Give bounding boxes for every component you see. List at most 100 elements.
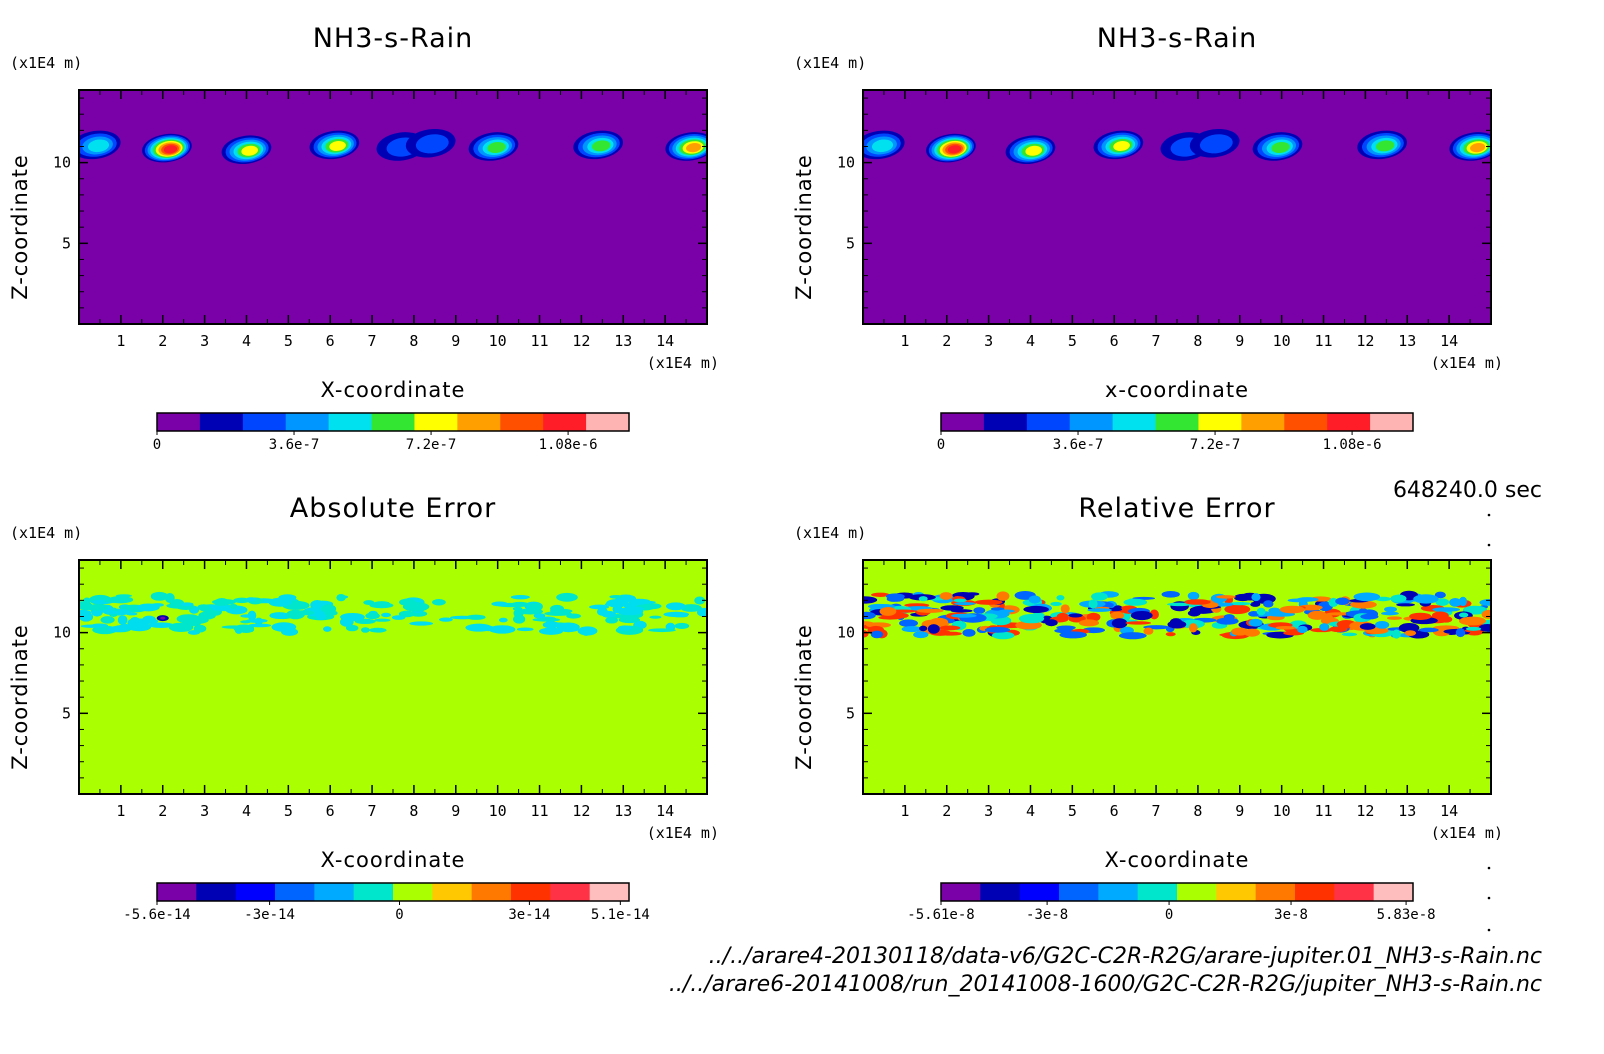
contour-level	[329, 140, 346, 151]
error-blob	[402, 602, 430, 612]
error-blob	[1216, 617, 1239, 625]
contour-level	[871, 139, 894, 153]
error-blob	[245, 618, 268, 623]
x-tick-label: 10	[1273, 332, 1291, 350]
error-blob	[1384, 606, 1397, 613]
x-tick-label: 1	[116, 802, 125, 820]
contour-level	[591, 140, 611, 152]
error-blob	[1404, 630, 1417, 637]
data-field	[863, 128, 1491, 165]
rain-cell	[573, 130, 623, 160]
colorbar-swatch	[1059, 883, 1099, 901]
x-tick-label: 4	[242, 332, 251, 350]
x-tick-label: 13	[1398, 802, 1416, 820]
colorbar-swatch	[1295, 883, 1335, 901]
x-tick-label: 7	[1152, 802, 1161, 820]
y-tick-label: 10	[837, 154, 855, 172]
error-blob	[193, 624, 207, 633]
error-blob	[245, 597, 257, 602]
error-blob	[107, 596, 134, 604]
colorbar-label: 0	[937, 437, 945, 453]
rain-cell	[1252, 132, 1303, 161]
colorbar: 0 3.6e-7 7.2e-7 1.08e-6	[153, 412, 630, 453]
x-tick-label: 6	[1110, 802, 1119, 820]
error-blob	[127, 622, 152, 632]
error-blob	[1188, 623, 1198, 633]
x-axis: 1 2 3 4 5 6 7 8 9 10 11 12 13 14(x1E4 m)X-coordinate	[883, 560, 1503, 872]
x-axis-label: X-coordinate	[321, 848, 466, 872]
contour-level	[947, 145, 962, 154]
error-blob	[1050, 601, 1062, 606]
error-blob	[1023, 605, 1049, 613]
colorbar-swatch	[1069, 413, 1114, 431]
error-blob	[184, 616, 209, 625]
rain-cell	[142, 133, 192, 163]
error-blob	[566, 613, 581, 619]
plot-area	[79, 90, 707, 324]
x-tick-label: 12	[572, 802, 590, 820]
margin-dot	[1487, 896, 1491, 900]
error-blob	[1088, 599, 1098, 609]
error-blob	[491, 601, 509, 607]
error-blob	[1374, 620, 1390, 629]
x-tick-label: 11	[1315, 802, 1333, 820]
error-blob	[1413, 594, 1439, 604]
error-blob	[680, 604, 702, 612]
error-blob	[1386, 616, 1403, 620]
error-blob	[281, 628, 299, 636]
error-blob	[324, 610, 338, 616]
colorbar-frame	[156, 412, 630, 432]
error-blob	[610, 601, 628, 607]
x-tick-label: 14	[656, 802, 674, 820]
error-blob	[953, 598, 967, 603]
error-blob	[642, 603, 662, 610]
x-tick-label: 3	[200, 332, 209, 350]
error-blob	[939, 592, 953, 600]
simulation-time: 648240.0 sec	[1392, 478, 1542, 503]
colorbar-swatch	[328, 413, 373, 431]
x-unit-label: (x1E4 m)	[1431, 354, 1503, 372]
error-blob	[100, 616, 115, 624]
error-blob	[510, 595, 530, 600]
error-blob	[998, 609, 1015, 613]
error-blob	[984, 626, 1011, 633]
file-path-1: ../../arare4-20130118/data-v6/G2C-C2R-R2…	[708, 944, 1542, 969]
x-tick-label: 14	[1440, 802, 1458, 820]
contour-level	[1375, 140, 1395, 152]
x-unit-label: (x1E4 m)	[647, 824, 719, 842]
error-blob	[580, 627, 592, 636]
error-blob	[466, 614, 486, 620]
x-tick-label: 3	[984, 802, 993, 820]
y-tick-label: 5	[62, 704, 71, 722]
error-blob	[432, 599, 446, 606]
x-tick-label: 8	[1193, 332, 1202, 350]
colorbar-swatch	[1198, 413, 1242, 431]
error-blob	[1275, 625, 1296, 630]
chart-panel-1: NH3-s-Rain(x1E4 m)1 2 3 4 5 6 7 8 9 10 11 12 13 14(x1…	[8, 23, 719, 453]
colorbar-label: 5.83e-8	[1377, 907, 1436, 923]
chart-panel-4: Relative Error(x1E4 m)1 2 3 4 5 6 7 8 9 10 11 12 13 1…	[792, 493, 1503, 923]
error-blob	[130, 616, 140, 624]
x-axis: 1 2 3 4 5 6 7 8 9 10 11 12 13 14(x1E4 m)X-coordinate	[99, 560, 719, 872]
error-blob	[1458, 612, 1469, 618]
y-axis-label: Z-coordinate	[8, 624, 32, 770]
error-blob	[409, 621, 434, 626]
y-tick-label: 10	[53, 154, 71, 172]
error-blob	[1187, 591, 1200, 600]
contour-level	[1199, 134, 1233, 154]
error-blob	[1390, 594, 1407, 603]
error-blob	[1396, 603, 1415, 607]
colorbar-label: 0	[153, 437, 161, 453]
colorbar-swatch	[414, 413, 458, 431]
error-blob	[886, 596, 902, 602]
error-blob	[1341, 632, 1358, 637]
error-blob	[1108, 607, 1123, 612]
error-blob	[1167, 602, 1192, 607]
y-tick-label: 5	[62, 234, 71, 252]
error-blob	[918, 596, 928, 602]
x-tick-label: 7	[368, 332, 377, 350]
error-blob	[964, 592, 980, 596]
error-blob	[488, 625, 516, 634]
error-blob	[315, 611, 327, 621]
